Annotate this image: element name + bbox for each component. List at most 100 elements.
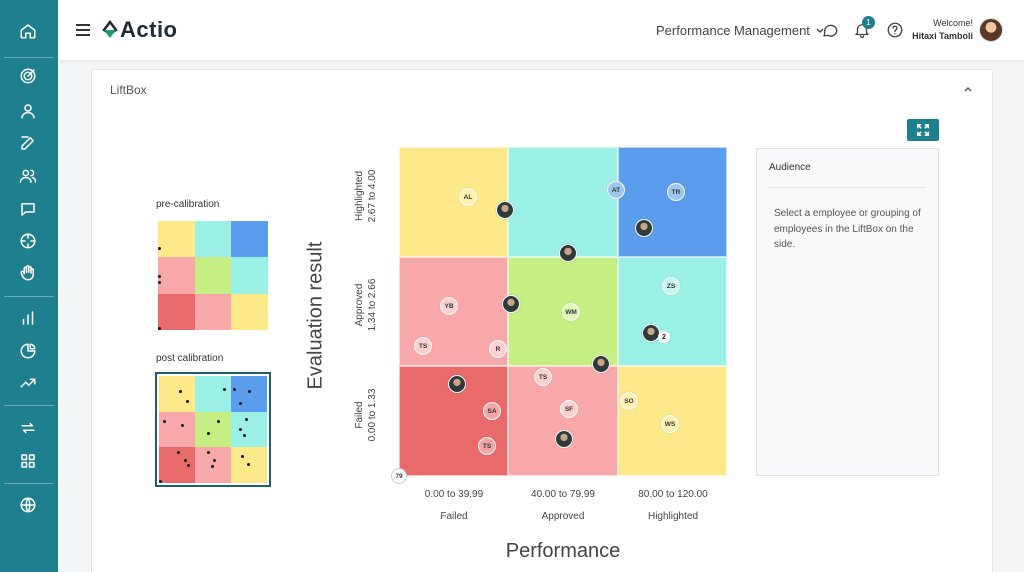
employee-bubble[interactable]: ZS (662, 277, 680, 295)
mini-cell (194, 221, 232, 258)
menu-icon[interactable] (76, 24, 90, 36)
employee-bubble[interactable]: TR (667, 183, 685, 201)
employee-bubble[interactable]: AL (459, 188, 477, 206)
employee-photo[interactable] (559, 244, 577, 262)
employee-photo[interactable] (502, 295, 520, 313)
employee-bubble[interactable]: WS (661, 415, 679, 433)
help-icon[interactable] (886, 21, 904, 39)
employee-bubble[interactable]: TS (478, 437, 496, 455)
sidebar-divider (4, 57, 54, 58)
employee-photo[interactable] (592, 355, 610, 373)
chevron-up-icon[interactable] (964, 84, 972, 95)
employee-bubble[interactable]: YB (440, 297, 458, 315)
edit-icon[interactable] (17, 132, 39, 154)
employee-dot (181, 423, 184, 427)
post-calibration-grid (159, 376, 267, 484)
employee-dot (187, 464, 190, 468)
employee-dot (248, 390, 251, 393)
mini-cell (194, 257, 232, 294)
target-icon[interactable] (17, 65, 39, 87)
globe-icon[interactable] (17, 494, 39, 516)
employee-bubble[interactable]: WM (562, 303, 580, 321)
users-icon[interactable] (17, 165, 39, 187)
expand-icon (916, 123, 930, 137)
group-count-badge[interactable]: 2 (658, 331, 670, 343)
home-icon[interactable] (17, 20, 39, 42)
logo-mark-icon (102, 19, 118, 40)
post-calibration-frame[interactable] (155, 372, 271, 487)
employee-photo[interactable] (642, 324, 660, 342)
crosshair-icon[interactable] (17, 230, 39, 252)
grid-cell-failed-approved[interactable] (508, 366, 618, 476)
x-col-name: Failed (440, 511, 468, 522)
employee-bubble[interactable]: AT (607, 181, 625, 199)
employee-dot (207, 431, 210, 435)
trend-icon[interactable] (17, 372, 39, 394)
employee-photo[interactable] (448, 375, 466, 393)
employee-dot (184, 459, 187, 463)
module-select[interactable]: Performance Management (656, 23, 824, 38)
employee-bubble[interactable]: R (489, 340, 507, 358)
grid-cell-highlighted-highlighted[interactable] (617, 147, 727, 257)
mini-cell (231, 376, 267, 412)
mini-cell (158, 221, 195, 258)
employee-bubble[interactable]: SF (560, 400, 578, 418)
employee-photo[interactable] (555, 430, 573, 448)
employee-dot (159, 480, 162, 484)
employee-dot (177, 451, 180, 455)
repeat-icon[interactable] (17, 417, 39, 439)
mini-cell (159, 411, 195, 448)
app-logo[interactable]: Actio (102, 17, 178, 43)
grid-icon[interactable] (17, 450, 39, 472)
employee-bubble[interactable]: TS (414, 337, 432, 355)
x-col-name: Approved (541, 511, 585, 522)
y-row-label-highlighted: Highlighted 2.67 to 4.00 (353, 141, 379, 251)
employee-dot (245, 417, 248, 421)
pre-calibration-grid[interactable] (158, 221, 268, 330)
employee-dot (207, 451, 210, 455)
mini-cell (231, 447, 267, 483)
mini-cell (159, 447, 195, 484)
y-row-name: Highlighted (354, 170, 365, 222)
sidebar (0, 0, 58, 572)
employee-bubble[interactable]: SA (483, 402, 501, 420)
mini-cell (195, 411, 231, 448)
mini-cell (158, 257, 195, 294)
welcome-block: Welcome! Hitaxi Tamboli (912, 17, 973, 43)
topbar: Actio Performance Management 1 Welcome! … (58, 0, 1024, 60)
employee-dot (158, 326, 161, 330)
employee-dot (217, 419, 220, 423)
audience-panel: Audience Select a employee or grouping o… (756, 148, 939, 476)
sidebar-divider (4, 296, 54, 297)
x-axis-title: Performance (505, 540, 621, 562)
pie-chart-icon[interactable] (17, 340, 39, 362)
y-row-name: Approved (354, 283, 365, 327)
y-row-name: Failed (354, 401, 365, 429)
employee-dot (163, 419, 166, 423)
grid-cell-highlighted-failed[interactable] (399, 147, 509, 257)
x-col-range: 80.00 to 120.00 (638, 489, 708, 500)
grid-cell-approved-highlighted[interactable] (617, 256, 727, 367)
bar-chart-icon[interactable] (17, 307, 39, 329)
chat-bubble-icon[interactable] (821, 21, 839, 39)
employee-bubble[interactable]: SO (620, 392, 638, 410)
grid-cell-highlighted-approved[interactable] (508, 147, 618, 257)
expand-button[interactable] (907, 119, 939, 141)
post-calibration-label: post calibration (156, 353, 224, 364)
employee-dot (211, 465, 214, 469)
corner-count-badge[interactable]: 79 (391, 468, 407, 484)
mini-cell (231, 411, 267, 448)
hand-icon[interactable] (17, 262, 39, 284)
mini-cell (195, 447, 231, 483)
x-col-name: Highlighted (647, 511, 699, 522)
chat-icon[interactable] (17, 198, 39, 220)
employee-photo[interactable] (496, 201, 514, 219)
employee-dot (233, 388, 236, 391)
avatar[interactable] (979, 18, 1003, 42)
user-icon[interactable] (17, 100, 39, 122)
employee-photo[interactable] (635, 219, 653, 237)
pre-calibration-label: pre-calibration (156, 199, 220, 210)
employee-dot (223, 388, 226, 391)
audience-divider (769, 187, 926, 188)
employee-bubble[interactable]: TS (534, 368, 552, 386)
